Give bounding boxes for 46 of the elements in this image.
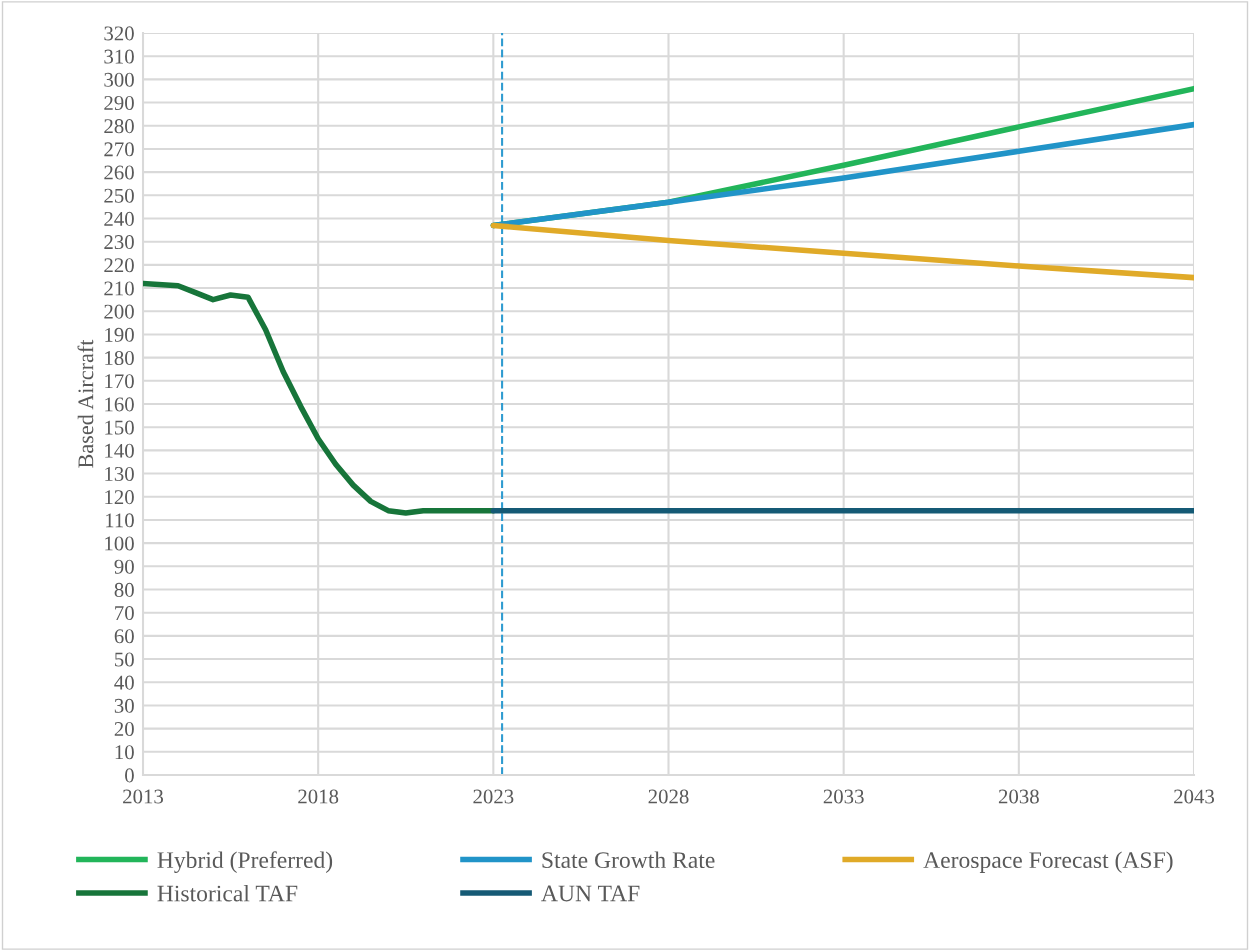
y-tick-label: 160 — [105, 397, 134, 412]
legend-label: Historical TAF — [157, 884, 298, 902]
y-tick-label: 230 — [104, 235, 134, 250]
y-tick-label: 60 — [114, 629, 134, 644]
y-tick-label: 170 — [105, 374, 134, 389]
y-tick-label: 80 — [114, 582, 134, 597]
y-tick-label: 310 — [104, 49, 134, 64]
y-tick-label: 70 — [115, 606, 134, 621]
legend-label: State Growth Rate — [542, 851, 715, 869]
y-tick-label: 10 — [115, 745, 134, 760]
y-axis-title: Based Aircraft — [77, 339, 94, 468]
y-tick-label: 260 — [104, 165, 134, 180]
y-tick-label: 190 — [105, 327, 134, 342]
y-tick-label: 300 — [104, 72, 134, 87]
y-tick-label: 30 — [114, 698, 134, 713]
x-tick-label: 2013 — [123, 789, 164, 804]
y-tick-label: 200 — [104, 304, 134, 319]
y-tick-label: 50 — [115, 652, 134, 667]
y-tick-label: 210 — [104, 281, 134, 296]
y-tick-label: 90 — [114, 559, 134, 574]
x-tick-label: 2033 — [823, 789, 864, 804]
y-tick-label: 150 — [105, 420, 134, 435]
y-tick-label: 180 — [105, 351, 134, 366]
y-tick-label: 250 — [104, 188, 134, 203]
y-tick-label: 120 — [105, 490, 134, 505]
x-tick-label: 2038 — [998, 789, 1039, 804]
y-tick-label: 40 — [114, 675, 134, 690]
x-tick-label: 2043 — [1174, 789, 1215, 804]
x-tick-label: 2028 — [648, 789, 689, 804]
y-tick-label: 290 — [104, 95, 134, 110]
y-tick-label: 220 — [104, 258, 134, 273]
y-tick-label: 140 — [105, 443, 134, 458]
y-tick-label: 240 — [104, 211, 134, 226]
x-tick-label: 2023 — [473, 789, 514, 804]
legend-label: Aerospace Forecast (ASF) — [923, 851, 1173, 873]
y-tick-label: 20 — [114, 722, 134, 737]
y-tick-label: 130 — [105, 466, 134, 481]
y-tick-label: 0 — [125, 768, 134, 783]
legend-label: AUN TAF — [541, 885, 640, 902]
y-tick-label: 320 — [104, 26, 134, 41]
y-tick-label: 100 — [105, 536, 134, 551]
legend-label: Hybrid (Preferred) — [157, 851, 333, 873]
x-tick-label: 2018 — [298, 789, 339, 804]
y-tick-label: 110 — [106, 513, 134, 528]
y-tick-label: 280 — [104, 119, 134, 134]
y-tick-label: 270 — [104, 142, 134, 157]
